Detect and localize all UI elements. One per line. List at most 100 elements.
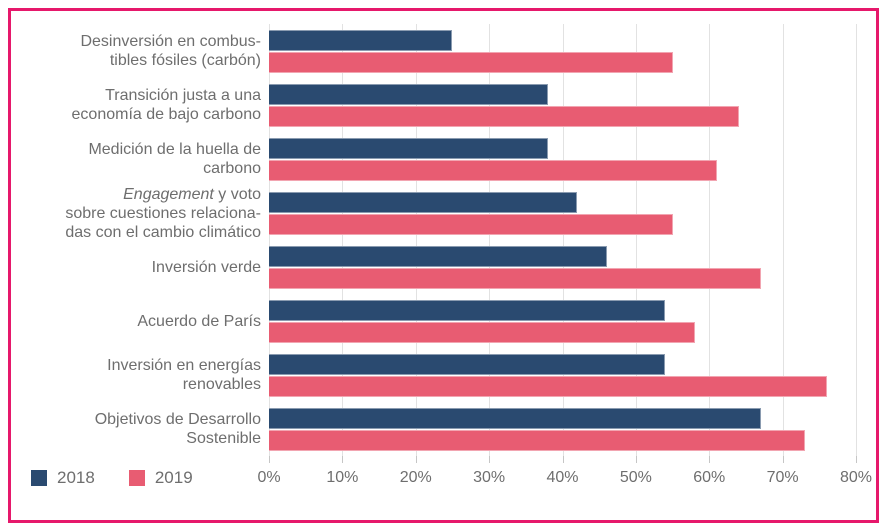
bar-pair: [269, 245, 856, 289]
category-label-line: Inversión verde: [19, 258, 261, 277]
gridline: [489, 24, 491, 456]
axis-tick: [709, 456, 711, 463]
category-label-text: Objetivos de Desarrollo: [94, 411, 261, 428]
axis-tick: [635, 456, 637, 463]
gridline: [709, 24, 711, 456]
chart-row: Inversión verde: [19, 240, 856, 294]
category-label-line: Medición de la huella de: [19, 140, 261, 159]
axis-tick: [562, 456, 564, 463]
category-label-text: das con el cambio climático: [65, 223, 261, 241]
category-label: Acuerdo de París: [19, 312, 269, 331]
bar-2018-3: [269, 137, 548, 159]
bar-pair: [269, 29, 856, 73]
bar-2019-4: [269, 213, 673, 235]
category-label-line: das con el cambio climático: [19, 223, 261, 242]
bar-2018-6: [269, 299, 666, 321]
chart-row: Transición justa a una economía de bajo c…: [19, 78, 856, 132]
chart-frame: Desinversión en combus-tibles fósiles (c…: [8, 8, 879, 523]
category-label-line: Transición justa a una: [19, 86, 261, 105]
grouped-bar-chart: Desinversión en combus-tibles fósiles (c…: [11, 11, 876, 520]
category-label-line: Objetivos de Desarrollo: [19, 410, 261, 429]
chart-row: Inversión en energías renovables: [19, 348, 856, 402]
category-label: Medición de la huella de carbono: [19, 140, 269, 178]
category-label: Engagement y voto sobre cuestiones relaci…: [19, 185, 269, 242]
category-label-line: sobre cuestiones relaciona-: [19, 204, 261, 223]
bar-pair: [269, 299, 856, 343]
category-label-line: tibles fósiles (carbón): [19, 51, 261, 70]
bar-2019-8: [269, 429, 805, 451]
bar-2018-7: [269, 353, 666, 375]
axis-tick: [489, 456, 491, 463]
category-label-text: Inversión en energías: [107, 357, 261, 374]
category-label-text: carbono: [203, 160, 261, 177]
axis-tick-label: 20%: [399, 469, 432, 486]
bar-2019-6: [269, 321, 695, 343]
bar-2018-4: [269, 191, 578, 213]
bar-2018-8: [269, 407, 761, 429]
axis-tick: [342, 456, 344, 463]
gridline-layer: [269, 24, 857, 456]
axis-tick: [415, 456, 417, 463]
legend-swatch-2018: [31, 470, 47, 486]
bar-2018-2: [269, 83, 548, 105]
category-label-text: Acuerdo de París: [137, 312, 261, 330]
category-label-text: Inversión verde: [151, 258, 261, 276]
category-label-text: y voto: [213, 185, 261, 203]
category-label: Objetivos de Desarrollo Sostenible: [19, 410, 269, 448]
axis-tick: [782, 456, 784, 463]
category-label-line: renovables: [19, 375, 261, 394]
gridline: [782, 24, 784, 456]
legend-label: 2018: [57, 468, 95, 487]
bar-2019-7: [269, 375, 827, 397]
gridline: [415, 24, 417, 456]
bar-pair: [269, 407, 856, 451]
axis-tick-label: 0%: [257, 469, 281, 486]
category-label: Inversión en energías renovables: [19, 356, 269, 394]
gridline: [269, 24, 270, 456]
category-label-text: Engagement: [123, 185, 214, 203]
category-label-line: Desinversión en combus-: [19, 32, 261, 51]
bar-pair: [269, 353, 856, 397]
category-label-text: Medición de la huella de: [88, 141, 261, 158]
bar-2019-3: [269, 159, 717, 181]
bar-2018-1: [269, 29, 453, 51]
category-label-line: Engagement y voto: [19, 185, 261, 204]
category-label-text: Transición justa a una: [105, 87, 261, 104]
gridline: [856, 24, 857, 456]
bar-2019-2: [269, 105, 739, 127]
axis-tick-label: 10%: [326, 469, 359, 486]
category-label-line: Sostenible: [19, 429, 261, 448]
bar-pair: [269, 83, 856, 127]
gridline: [635, 24, 637, 456]
category-label-line: economía de bajo carbono: [19, 105, 261, 124]
legend-item-2019: 2019: [128, 468, 193, 488]
bar-pair: [269, 137, 856, 181]
legend-swatch-2019: [128, 470, 145, 486]
chart-row: Acuerdo de París: [19, 294, 856, 348]
axis-tick-label: 80%: [839, 469, 873, 486]
bar-2019-1: [269, 51, 673, 73]
axis-tick: [856, 456, 857, 463]
category-label-text: Desinversión en combus-: [80, 33, 261, 50]
category-label-text: sobre cuestiones relaciona-: [65, 204, 261, 222]
category-label: Inversión verde: [19, 258, 269, 277]
chart-row: Objetivos de Desarrollo Sostenible: [19, 402, 856, 456]
axis-tick: [269, 456, 270, 463]
legend-label: 2019: [154, 468, 193, 487]
chart-row: Medición de la huella de carbono: [19, 132, 856, 186]
axis-tick-label: 50%: [619, 469, 652, 486]
axis-tick-label: 30%: [473, 469, 506, 486]
category-label-text: tibles fósiles (carbón): [109, 52, 261, 69]
bar-2018-5: [269, 245, 607, 267]
category-label-line: Acuerdo de París: [19, 312, 261, 331]
plot-area: Desinversión en combus-tibles fósiles (c…: [19, 24, 857, 456]
category-label-line: Inversión en energías: [19, 356, 261, 375]
category-label: Transición justa a una economía de bajo c…: [19, 86, 269, 124]
chart-row: Engagement y voto sobre cuestiones relaci…: [19, 185, 856, 242]
chart-footer: 2018 2019 0% 10% 20% 30% 40% 50% 60% 70% 80%: [19, 456, 872, 498]
bar-pair: [269, 191, 856, 235]
category-label-text: Sostenible: [186, 430, 261, 447]
axis-tick-label: 70%: [766, 469, 799, 486]
legend-item-2018: 2018: [31, 468, 95, 488]
